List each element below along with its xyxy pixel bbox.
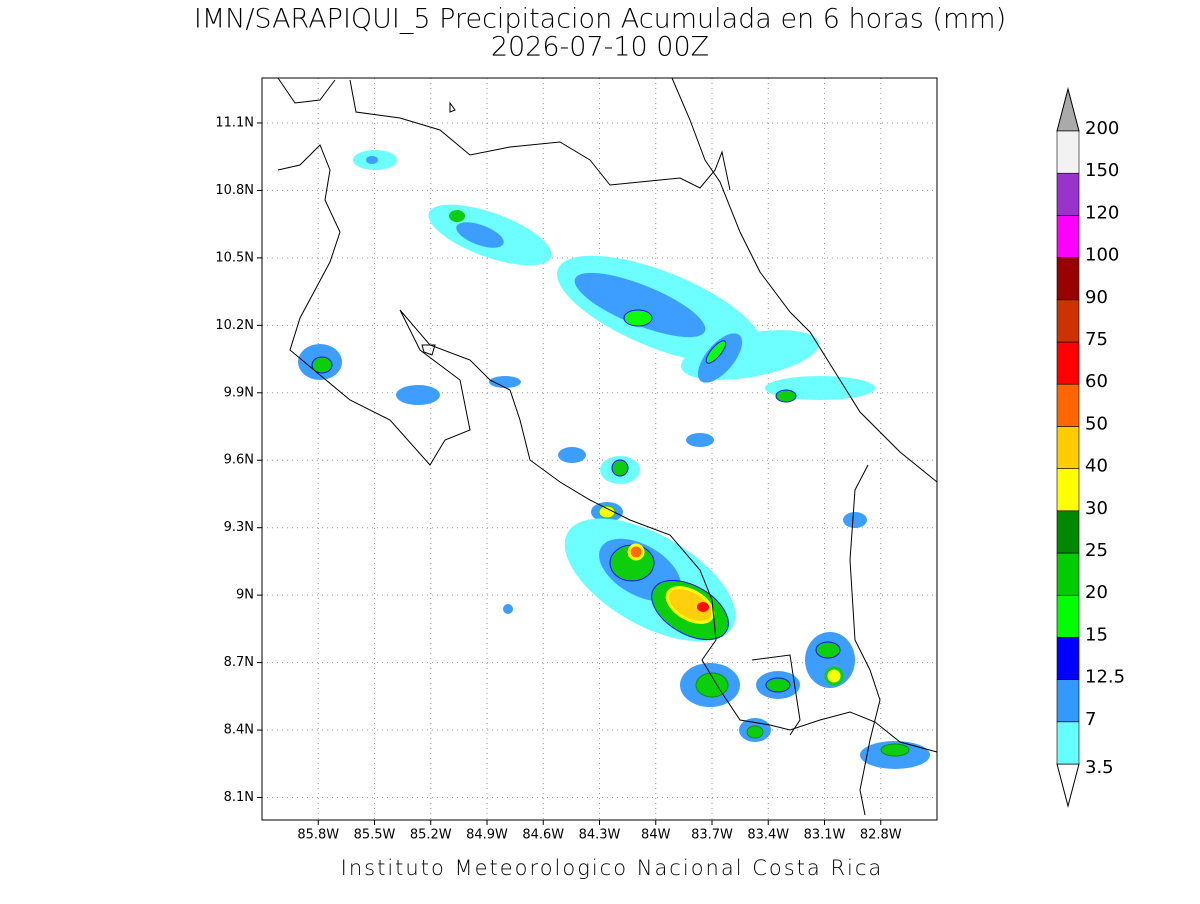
precip-blob [574,272,706,338]
colorbar-label: 40 [1085,456,1108,477]
precip-blob [815,641,841,659]
colorbar-segment [1056,257,1080,301]
lon-tick-label: 84W [641,828,671,843]
precip-blob [686,433,714,447]
precip-blob [746,725,764,739]
precip-blob [695,672,729,698]
colorbar-segment [1056,299,1080,343]
lat-tick-label: 11.1N [215,115,254,130]
footer: Instituto Meteorologico Nacional Costa R… [341,856,884,880]
colorbar-segment [1056,172,1080,216]
lat-tick-label: 8.1N [224,790,254,805]
lon-tick-label: 83.4W [747,828,789,843]
colorbar-label: 200 [1085,118,1119,139]
colorbar-segment [1056,341,1080,385]
precip-blob [489,376,521,388]
colorbar-label: 3.5 [1085,757,1114,778]
lat-tick-label: 8.7N [224,655,254,670]
precip-blob [697,333,743,383]
coastline [671,77,938,483]
precip-blob [627,543,645,561]
colorbar-label: 75 [1085,329,1108,350]
colorbar-segment [1056,721,1080,765]
coastline [277,144,938,753]
border [849,464,881,816]
lon-tick-label: 85.5W [354,828,396,843]
precip-blob [697,602,709,612]
title: IMN/SARAPIQUI_5 Precipitacion Acumulada … [194,4,1006,35]
lon-tick-label: 82.8W [860,828,902,843]
colorbar-segment [1056,637,1080,680]
precip-blob [623,309,653,327]
coastlines [277,77,938,816]
colorbar-label: 7 [1085,709,1096,730]
precip-blob [311,356,333,374]
lon-tick-label: 85.8W [297,828,339,843]
lon-tick-label: 84.3W [579,828,621,843]
lat-tick-label: 9.3N [224,520,254,535]
axes: 11.1N 10.8N 10.5N 10.2N 9.9N 9.6N 9.3N 9N 8.7N 8.… [215,115,901,842]
colorbar-label: 25 [1085,540,1108,561]
precip-blob [775,389,797,403]
lon-tick-label: 84.6W [522,828,564,843]
colorbar-segment [1056,426,1080,469]
lake [421,101,456,356]
colorbar: 3.5 7 12.5 15 20 25 30 40 50 60 75 90 100 120 150 200 [1056,87,1125,808]
colorbar-segment [1056,594,1080,638]
lon-tick-label: 85.2W [410,828,452,843]
colorbar-label: 150 [1085,160,1119,181]
coastline [751,654,801,736]
precip-blob [765,677,791,693]
precip-blob [665,586,715,624]
lat-tick-label: 9.6N [224,453,254,468]
lat-tick-label: 10.5N [215,250,254,265]
lon-tick-label: 83.7W [691,828,733,843]
colorbar-segment [1056,679,1080,723]
precip-blob [705,340,727,364]
grid [262,78,937,820]
precip-blob [366,156,378,164]
precip-blob [598,505,616,519]
colorbar-segment [1056,510,1080,554]
lat-tick-label: 9.9N [224,385,254,400]
precip-blob [503,604,513,614]
colorbar-label: 60 [1085,371,1108,392]
lat-tick-label: 8.4N [224,723,254,738]
precip-blob [824,666,844,686]
colorbar-label: 15 [1085,624,1108,645]
colorbar-segment [1056,552,1080,596]
coastline [349,79,731,191]
colorbar-label: 12.5 [1085,667,1125,688]
lat-tick-label: 10.2N [215,318,254,333]
precip-blob [843,512,867,528]
colorbar-label: 120 [1085,202,1119,223]
lat-tick-label: 9N [236,588,254,603]
precip-blob [396,385,440,405]
subtitle: 2026-07-10 00Z [491,32,709,63]
precip-field [298,150,930,769]
lon-tick-label: 83.1W [804,828,846,843]
colorbar-segment [1056,383,1080,427]
lat-tick-label: 10.8N [215,183,254,198]
colorbar-label: 30 [1085,498,1108,519]
colorbar-label: 100 [1085,245,1119,266]
colorbar-label: 90 [1085,287,1108,308]
lon-tick-label: 84.9W [466,828,508,843]
colorbar-segment [1056,130,1080,174]
precip-blob [611,459,629,477]
colorbar-label: 50 [1085,413,1108,434]
colorbar-segment [1056,215,1080,258]
precip-blob [880,743,910,757]
precip-blob [456,222,504,248]
precip-blob [449,210,465,222]
colorbar-segment [1056,468,1080,512]
colorbar-label: 20 [1085,582,1108,603]
coastline [277,77,336,104]
precip-blob [558,447,586,463]
